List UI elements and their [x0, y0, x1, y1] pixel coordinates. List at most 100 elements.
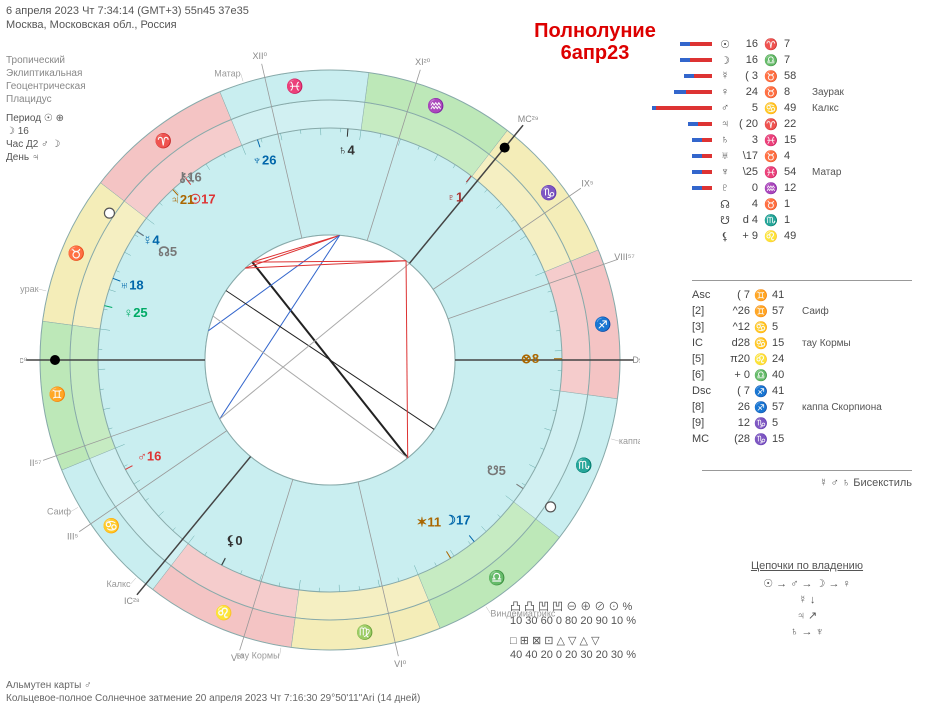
svg-text:Матар: Матар	[214, 69, 240, 79]
chains-title: Цепочки по владению	[702, 560, 912, 572]
house-row: ICd28♋15тау Кормы	[692, 335, 912, 351]
svg-text:Заурак: Заурак	[20, 284, 39, 294]
svg-text:♃21: ♃21	[170, 192, 194, 207]
planet-s: ♎	[764, 54, 778, 67]
planet-g: ♄	[718, 134, 732, 146]
house-lbl: Asc	[692, 289, 724, 301]
strength-bars	[642, 168, 712, 176]
aspect-note: ☿ ♂ ♄ Бисекстиль	[702, 470, 912, 489]
svg-text:IC²⁸: IC²⁸	[124, 596, 140, 606]
house-lbl: [3]	[692, 321, 724, 333]
strength-bars	[642, 88, 712, 96]
svg-text:VI⁰: VI⁰	[394, 659, 407, 669]
numrow-3: □ ⊞ ⊠ ⊡ △ ▽ △ ▽	[510, 634, 636, 648]
svg-text:♓: ♓	[286, 78, 303, 95]
svg-text:♅18: ♅18	[119, 277, 143, 292]
planet-d: 5	[738, 102, 758, 114]
element-quality-block: 凸 凸 凹 凹 ⊖ ⊕ ⊘ ⊙ % 10 30 60 0 80 20 90 10…	[510, 600, 636, 662]
strength-bars	[642, 72, 712, 80]
house-row: [6]+ 0♎40	[692, 367, 912, 383]
svg-text:♏: ♏	[575, 457, 592, 474]
chain-3: ♃ ↗	[702, 608, 912, 624]
svg-text:♌: ♌	[215, 605, 232, 622]
planet-s: ♉	[764, 150, 778, 163]
planet-m: 49	[784, 230, 802, 242]
chart-svg: ♈♉♊♋♌♍♎♏♐♑♒♓Asc⁸II⁵⁷III⁵IC²⁸V²⁰VI⁰Dsc⁸VI…	[20, 50, 640, 670]
house-m: 41	[772, 385, 792, 397]
house-d: ( 7	[728, 289, 750, 301]
house-lbl: [9]	[692, 417, 724, 429]
strength-bars	[642, 200, 712, 208]
house-d: + 0	[728, 369, 750, 381]
planet-s: ♉	[764, 86, 778, 99]
strength-bars	[642, 56, 712, 64]
planet-row: ♄3♓15	[642, 132, 912, 148]
house-s: ♋	[754, 321, 768, 334]
house-cusps-table: Asc( 7♊41[2]^26♊57Саиф[3]^12♋5ICd28♋15та…	[692, 280, 912, 447]
planet-g: ♆	[718, 166, 732, 178]
planet-row: ☋d 4♏1	[642, 212, 912, 228]
house-m: 5	[772, 417, 792, 429]
house-s: ♐	[754, 401, 768, 414]
house-d: π20	[728, 353, 750, 365]
svg-text:♄4: ♄4	[338, 143, 356, 158]
planet-s: ♋	[764, 102, 778, 115]
planet-s: ♈	[764, 118, 778, 131]
planet-g: ♀	[718, 86, 732, 98]
house-lbl: [2]	[692, 305, 724, 317]
house-s: ♌	[754, 353, 768, 366]
house-d: ( 7	[728, 385, 750, 397]
svg-text:MC²⁹: MC²⁹	[518, 114, 539, 124]
planet-s: ♌	[764, 230, 778, 243]
strength-bars	[642, 40, 712, 48]
planet-star: Калкс	[812, 103, 912, 114]
rulership-chains: Цепочки по владению ☉ → ♂ → ☽ → ♀ ☿ ↓ ♃ …	[702, 560, 912, 640]
svg-text:IX⁵: IX⁵	[581, 179, 594, 189]
svg-text:☽17: ☽17	[444, 513, 470, 528]
natal-chart: ♈♉♊♋♌♍♎♏♐♑♒♓Asc⁸II⁵⁷III⁵IC²⁸V²⁰VI⁰Dsc⁸VI…	[20, 50, 640, 670]
house-lbl: MC	[692, 433, 724, 445]
footer-eclipse: Кольцевое-полное Солнечное затмение 20 а…	[6, 692, 420, 705]
numrow-2: 10 30 60 0 80 20 90 10 %	[510, 614, 636, 628]
svg-text:Asc⁸: Asc⁸	[20, 355, 28, 365]
planet-g: ☽	[718, 54, 732, 67]
planet-g: ☋	[718, 214, 732, 227]
planet-s: ♏	[764, 214, 778, 227]
house-row: [8]26♐57каппа Скорпиона	[692, 399, 912, 415]
planet-s: ♉	[764, 198, 778, 211]
strength-bars	[642, 136, 712, 144]
house-d: ^12	[728, 321, 750, 333]
strength-bars	[642, 120, 712, 128]
planet-m: 1	[784, 214, 802, 226]
house-m: 40	[772, 369, 792, 381]
svg-text:♑: ♑	[540, 184, 557, 201]
house-star: Саиф	[802, 306, 912, 317]
svg-text:XI²⁰: XI²⁰	[415, 57, 431, 67]
house-d: d28	[728, 337, 750, 349]
svg-text:♈: ♈	[155, 132, 172, 149]
svg-text:♊: ♊	[49, 386, 66, 403]
planet-d: ( 3	[738, 70, 758, 82]
footer-almuten: Альмутен карты ♂	[6, 679, 420, 692]
house-row: [3]^12♋5	[692, 319, 912, 335]
planet-m: 22	[784, 118, 802, 130]
planet-m: 15	[784, 134, 802, 146]
house-s: ♑	[754, 433, 768, 446]
svg-text:♂16: ♂16	[137, 449, 161, 464]
house-m: 24	[772, 353, 792, 365]
svg-text:⊗8: ⊗8	[521, 351, 539, 366]
house-lbl: IC	[692, 337, 724, 349]
house-row: [2]^26♊57Саиф	[692, 303, 912, 319]
house-s: ♋	[754, 337, 768, 350]
svg-text:Калкс: Калкс	[106, 579, 131, 589]
header: 6 апреля 2023 Чт 7:34:14 (GMT+3) 55n45 3…	[6, 4, 249, 32]
svg-text:II⁵⁷: II⁵⁷	[29, 458, 41, 468]
planet-row: ☽16♎7	[642, 52, 912, 68]
house-d: (28	[728, 433, 750, 445]
planet-d: 3	[738, 134, 758, 146]
svg-text:Саиф: Саиф	[47, 506, 72, 516]
planet-row: ♅\17♉4	[642, 148, 912, 164]
svg-text:♒: ♒	[427, 97, 444, 114]
house-s: ♊	[754, 289, 768, 302]
planet-positions-table: ☉16♈7☽16♎7☿( 3♉58♀24♉8Заурак♂5♋49Калкс♃(…	[642, 36, 912, 244]
